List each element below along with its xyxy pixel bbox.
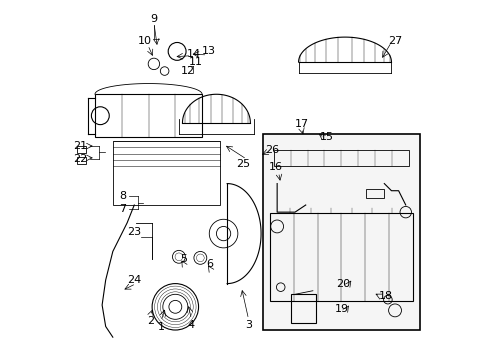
Text: 8: 8 [119, 191, 126, 201]
Text: 2: 2 [147, 316, 154, 326]
Text: 5: 5 [180, 254, 187, 264]
Bar [95, 94, 202, 137]
Text: 4: 4 [188, 320, 195, 330]
Text: 14: 14 [187, 49, 201, 59]
Text: 23: 23 [127, 227, 141, 237]
Text: 24: 24 [127, 275, 142, 285]
Bar [113, 141, 220, 205]
Bar [367, 189, 384, 198]
Bar [77, 146, 86, 153]
Text: 19: 19 [334, 303, 348, 314]
Text: 20: 20 [336, 279, 350, 289]
Text: 18: 18 [379, 291, 393, 301]
Text: 15: 15 [320, 132, 334, 142]
Text: 16: 16 [269, 162, 282, 172]
Bar [273, 150, 409, 166]
Bar [263, 134, 420, 330]
Text: 1: 1 [158, 322, 165, 332]
Text: 22: 22 [74, 154, 88, 163]
Text: 6: 6 [206, 259, 214, 269]
Bar [270, 213, 413, 301]
Text: 17: 17 [295, 118, 309, 129]
Text: 27: 27 [388, 36, 402, 46]
Text: 7: 7 [119, 203, 126, 213]
Text: 21: 21 [74, 141, 88, 151]
Text: 10: 10 [138, 36, 152, 46]
Text: 3: 3 [245, 320, 252, 330]
Bar [77, 157, 86, 164]
Text: 9: 9 [150, 14, 157, 24]
Text: 13: 13 [202, 46, 216, 57]
Text: 25: 25 [236, 159, 250, 169]
Text: 11: 11 [189, 57, 203, 67]
Text: 26: 26 [265, 145, 279, 155]
Bar [292, 294, 317, 323]
Text: 12: 12 [181, 66, 195, 76]
